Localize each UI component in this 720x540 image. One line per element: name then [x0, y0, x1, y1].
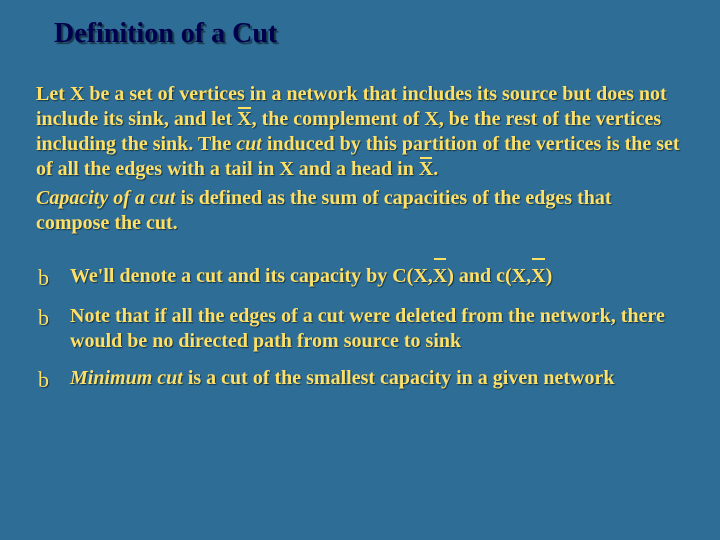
x-complement-symbol: X [433, 264, 447, 289]
definition-paragraph: Let X be a set of vertices in a network … [36, 82, 684, 182]
text-run: is a cut of the smallest capacity in a g… [183, 367, 615, 389]
list-item: b Minimum cut is a cut of the smallest c… [36, 366, 684, 394]
slide-title: Definition of a Cut [54, 18, 684, 50]
capacity-term: Capacity of a cut [36, 187, 175, 209]
bullet-text: We'll denote a cut and its capacity by C… [70, 264, 684, 292]
list-item: b We'll denote a cut and its capacity by… [36, 264, 684, 292]
text-run: ) [546, 265, 553, 287]
minimum-cut-term: Minimum cut [70, 367, 183, 389]
bullet-marker: b [36, 264, 70, 292]
bullet-text: Minimum cut is a cut of the smallest cap… [70, 366, 684, 394]
bullet-marker: b [36, 304, 70, 354]
bullet-marker: b [36, 366, 70, 394]
bullet-list: b We'll denote a cut and its capacity by… [36, 264, 684, 393]
text-run: ) and c(X, [447, 265, 531, 287]
x-complement-symbol: X [419, 157, 433, 182]
para-text: . [433, 158, 438, 180]
x-complement-symbol: X [237, 107, 251, 132]
list-item: b Note that if all the edges of a cut we… [36, 304, 684, 354]
text-run: We'll denote a cut and its capacity by C… [70, 265, 433, 287]
cut-term: cut [236, 133, 262, 155]
x-complement-symbol: X [531, 264, 545, 289]
capacity-paragraph: Capacity of a cut is defined as the sum … [36, 186, 684, 236]
bullet-text: Note that if all the edges of a cut were… [70, 304, 684, 354]
